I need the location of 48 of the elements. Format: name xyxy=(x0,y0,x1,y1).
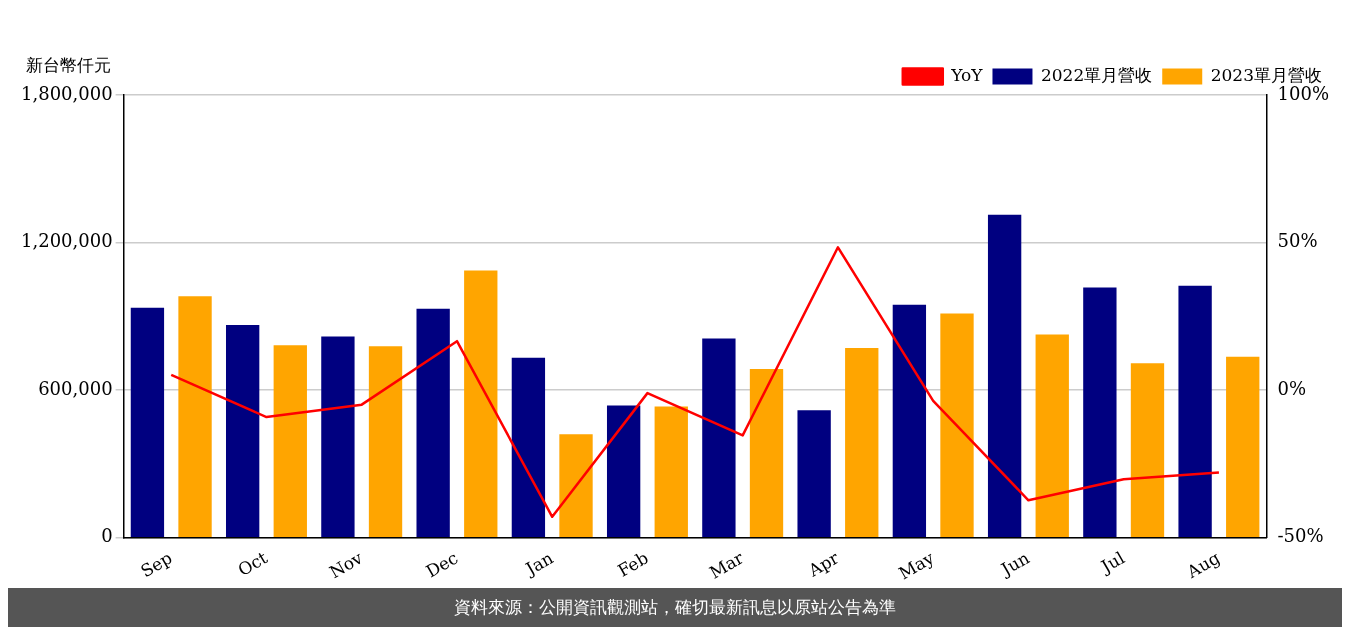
bar xyxy=(178,296,212,538)
y2-tick-label: -50% xyxy=(1277,525,1324,547)
x-tick-label: Apr xyxy=(804,547,843,582)
y-tick-label: 1,200,000 xyxy=(21,230,113,252)
y-tick-label: 0 xyxy=(101,525,113,547)
bar xyxy=(226,324,260,538)
x-tick-label: Aug xyxy=(1182,547,1224,583)
legend-label: 2022單月營收 xyxy=(1040,64,1153,85)
bar xyxy=(654,406,688,538)
bar xyxy=(559,434,593,538)
bar xyxy=(987,214,1022,538)
bar xyxy=(702,338,736,538)
y-tick-label: 600,000 xyxy=(38,377,113,399)
x-tick-label: Jan xyxy=(520,547,557,580)
bar xyxy=(797,410,831,538)
bar xyxy=(416,308,450,538)
bar xyxy=(892,304,927,538)
y-axis-title: 新台幣仟元 xyxy=(26,54,112,75)
x-tick-label: Mar xyxy=(706,547,748,583)
bar xyxy=(1178,285,1212,538)
bar xyxy=(321,336,355,538)
legend-label: YoY xyxy=(950,64,984,85)
x-tick-label: Nov xyxy=(325,547,367,583)
bar xyxy=(845,348,879,538)
bar xyxy=(368,346,403,538)
x-tick-label: May xyxy=(895,547,938,584)
bar xyxy=(1035,334,1069,538)
x-tick-label: Jun xyxy=(996,547,1033,581)
source-note: 資料來源：公開資訊觀測站，確切最新訊息以原站公告為準 xyxy=(8,588,1342,627)
bar xyxy=(749,369,784,538)
x-tick-label: Feb xyxy=(614,547,652,581)
bar xyxy=(130,307,165,538)
y2-tick-label: 50% xyxy=(1277,230,1318,252)
bar xyxy=(464,270,498,538)
legend-label: 2023單月營收 xyxy=(1210,64,1322,85)
bar xyxy=(940,313,974,538)
y-tick-label: 1,800,000 xyxy=(21,82,113,104)
x-tick-label: Dec xyxy=(422,547,462,582)
x-tick-label: Jul xyxy=(1096,547,1128,578)
bar xyxy=(511,357,546,538)
bar xyxy=(1226,356,1260,538)
y2-tick-label: 0% xyxy=(1277,377,1307,399)
bar xyxy=(1083,287,1117,538)
bar xyxy=(606,405,641,538)
bar xyxy=(1130,363,1165,538)
x-tick-label: Sep xyxy=(137,547,176,582)
bar xyxy=(273,345,307,538)
x-tick-label: Oct xyxy=(234,547,271,581)
